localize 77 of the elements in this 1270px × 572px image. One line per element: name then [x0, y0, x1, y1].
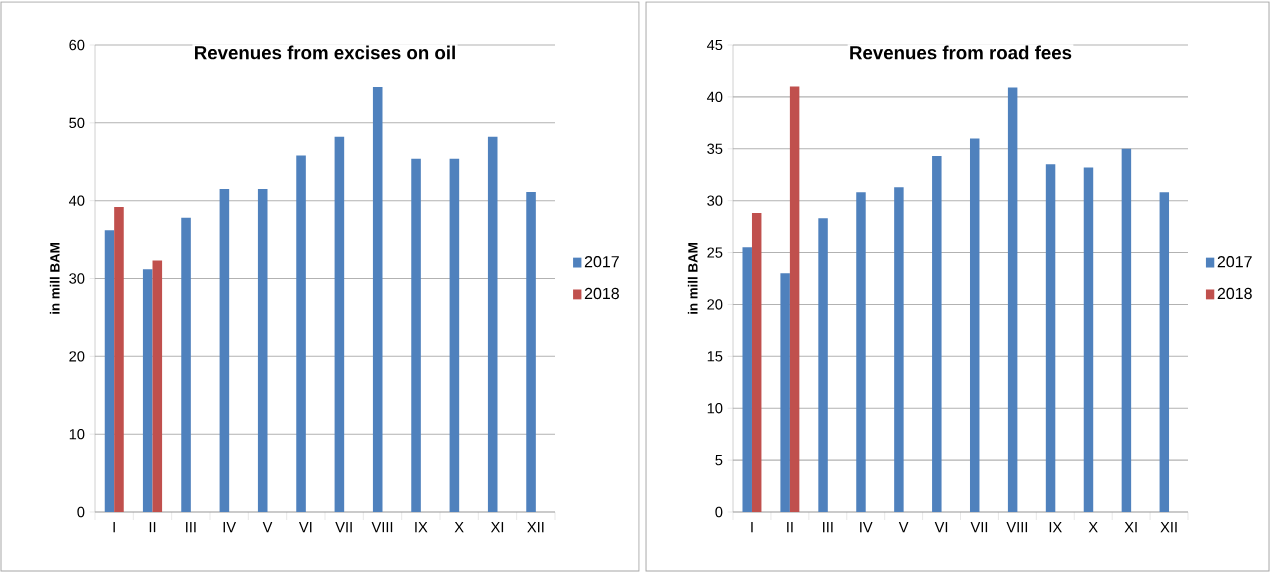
x-tick-label: XII: [1160, 522, 1177, 533]
bar: [969, 138, 980, 512]
bar: [219, 189, 230, 512]
x-tick-label: X: [1088, 522, 1098, 533]
bar: [334, 136, 345, 512]
bar: [789, 86, 800, 512]
x-tick-label: VIII: [371, 522, 393, 533]
legend-label: 2017: [584, 256, 619, 268]
y-tick-label: 5: [715, 455, 723, 466]
bar: [142, 269, 153, 512]
x-tick-label: IV: [223, 522, 237, 533]
bar: [1121, 148, 1132, 512]
bar: [1045, 164, 1056, 512]
y-tick-label: 30: [707, 195, 723, 206]
x-tick-label: IX: [1049, 522, 1062, 533]
x-tick-label: II: [149, 522, 156, 533]
bar: [114, 206, 124, 512]
y-tick-label: 15: [707, 351, 723, 362]
bar: [856, 192, 866, 512]
x-tick-label: I: [113, 522, 115, 533]
x-tick-label: VI: [298, 522, 312, 533]
x-tick-label: IV: [860, 522, 873, 533]
bar: [742, 247, 752, 512]
bar: [181, 217, 191, 512]
y-tick-label: 50: [69, 117, 85, 129]
x-tick-label: VI: [934, 522, 948, 533]
bar: [372, 87, 383, 512]
bar: [411, 158, 421, 512]
x-tick-label: III: [186, 522, 196, 533]
bar: [1083, 167, 1094, 512]
x-tick-label: VII: [335, 522, 352, 533]
y-tick-label: 0: [77, 506, 85, 518]
y-axis-title: in mill BAM: [687, 243, 698, 314]
y-tick-label: 10: [69, 428, 85, 440]
y-tick-label: 0: [715, 506, 723, 518]
x-tick-label: II: [787, 522, 793, 533]
y-tick-label: 30: [69, 273, 85, 284]
chart-title: Revenues from road fees: [850, 45, 1072, 60]
y-tick-label: 20: [707, 299, 723, 310]
bar: [449, 158, 460, 512]
x-tick-label: X: [454, 522, 464, 533]
x-tick-label: VII: [970, 522, 988, 533]
y-tick-label: 40: [68, 195, 85, 206]
x-tick-label: VIII: [1006, 522, 1028, 533]
x-tick-label: V: [262, 522, 273, 533]
x-tick-label: I: [751, 522, 753, 533]
bar: [1007, 87, 1018, 512]
x-tick-label: V: [898, 522, 909, 533]
bar: [751, 213, 762, 512]
legend-label: 2018: [1217, 287, 1252, 300]
y-axis-title: in mill BAM: [49, 243, 60, 314]
bar: [257, 189, 268, 512]
y-tick-label: 40: [706, 91, 723, 103]
y-tick-label: 60: [69, 39, 85, 51]
bar: [296, 155, 306, 512]
bar: [1159, 192, 1170, 512]
bar: [487, 136, 498, 512]
legend-label: 2018: [584, 287, 619, 300]
bar: [104, 230, 115, 512]
y-tick-label: 45: [706, 39, 723, 51]
legend-label: 2017: [1217, 256, 1252, 268]
bar: [152, 260, 163, 512]
y-tick-label: 20: [69, 351, 85, 362]
x-tick-label: XI: [1124, 522, 1137, 533]
bar: [526, 192, 536, 512]
chart-title: Revenues from excises on oil: [195, 45, 455, 60]
y-tick-label: 10: [707, 403, 723, 414]
x-tick-label: IX: [415, 522, 428, 533]
bar: [894, 187, 904, 512]
y-tick-label: 25: [707, 247, 723, 258]
y-tick-label: 35: [707, 143, 723, 154]
x-tick-label: XII: [527, 522, 544, 533]
x-tick-label: III: [823, 522, 833, 533]
bar: [780, 273, 790, 512]
bar: [818, 218, 828, 512]
bar: [932, 156, 942, 512]
x-tick-label: XI: [490, 522, 504, 533]
